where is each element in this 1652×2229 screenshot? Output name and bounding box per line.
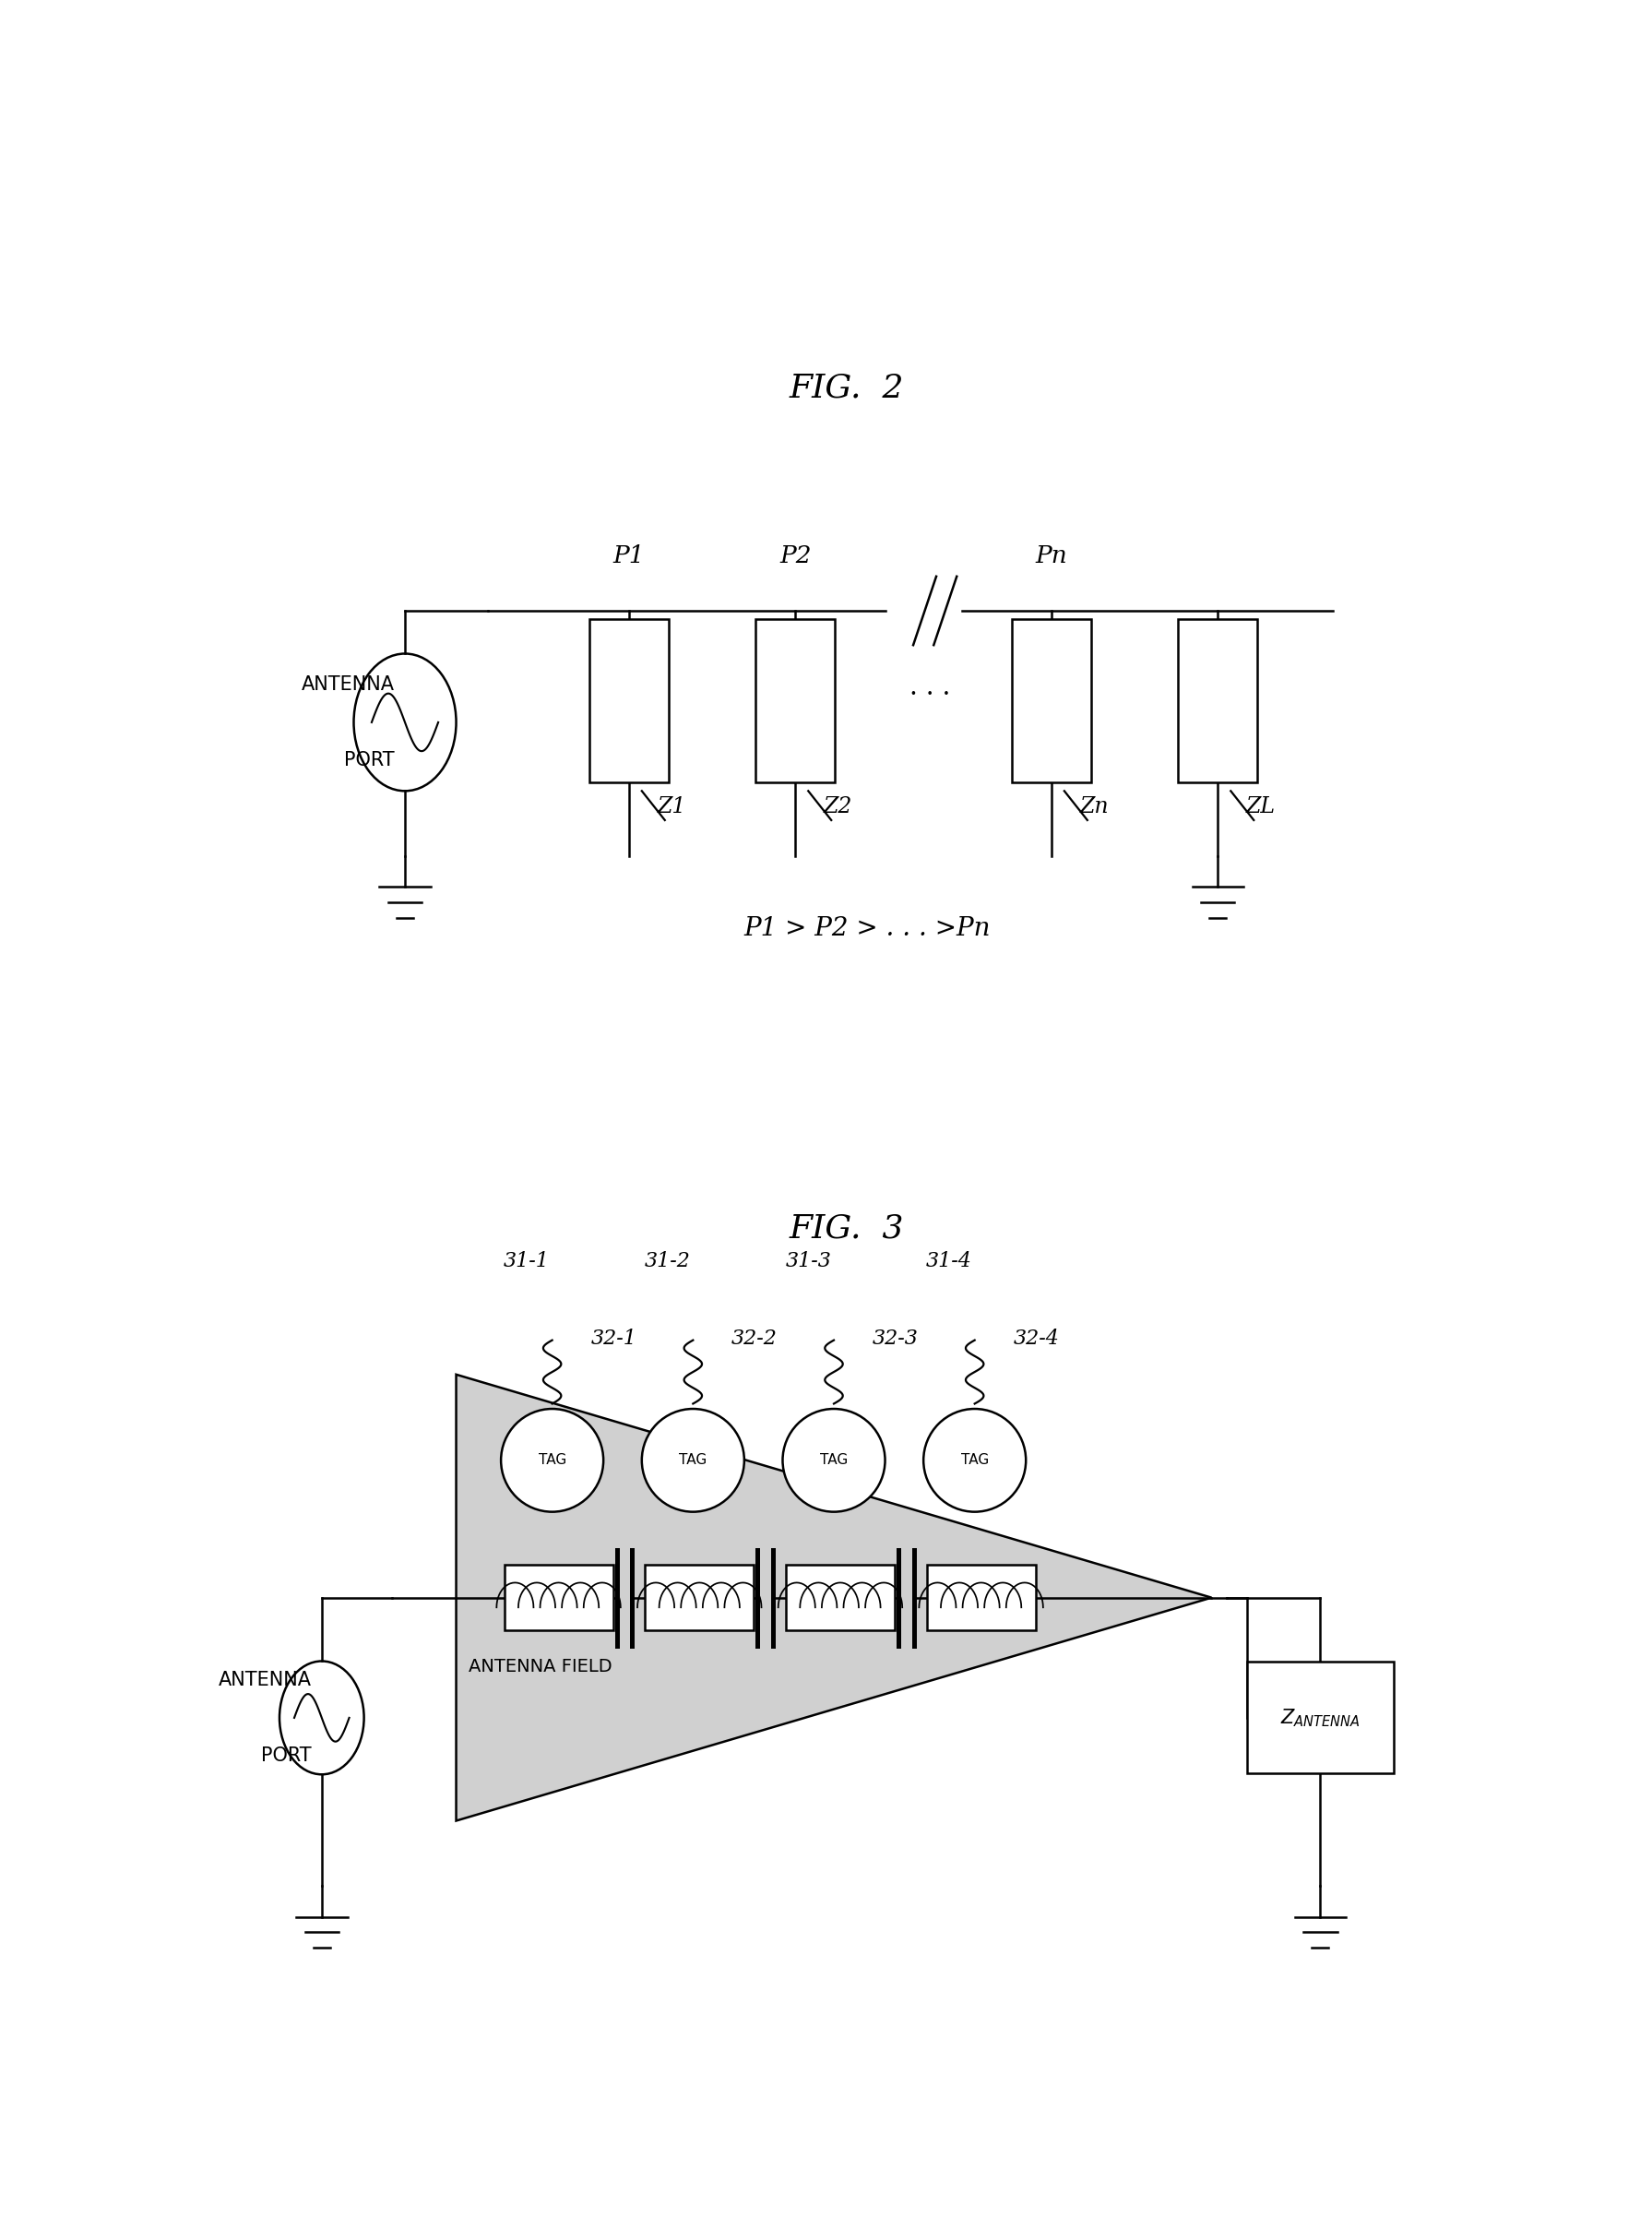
Text: ANTENNA: ANTENNA	[218, 1672, 312, 1690]
Ellipse shape	[643, 1409, 743, 1511]
Text: ANTENNA FIELD: ANTENNA FIELD	[469, 1658, 613, 1674]
Text: Z2: Z2	[824, 796, 852, 818]
Text: P2: P2	[780, 544, 811, 568]
Bar	[1178, 620, 1257, 782]
Text: PORT: PORT	[261, 1745, 312, 1765]
Text: ZL: ZL	[1246, 796, 1275, 818]
Bar	[504, 1565, 613, 1629]
Bar	[755, 620, 836, 782]
Text: Z1: Z1	[657, 796, 686, 818]
Ellipse shape	[783, 1409, 885, 1511]
Text: 32-1: 32-1	[591, 1328, 636, 1349]
Ellipse shape	[923, 1409, 1026, 1511]
Bar	[644, 1565, 753, 1629]
Text: TAG: TAG	[539, 1453, 567, 1467]
Text: FIG.  3: FIG. 3	[790, 1213, 904, 1244]
Text: FIG.  2: FIG. 2	[790, 372, 904, 403]
Bar	[786, 1565, 895, 1629]
Ellipse shape	[501, 1409, 603, 1511]
Text: PORT: PORT	[344, 751, 395, 769]
Text: P1: P1	[613, 544, 644, 568]
Bar	[1011, 620, 1092, 782]
Text: 31-3: 31-3	[785, 1250, 831, 1271]
Text: P1 > P2 > . . . >Pn: P1 > P2 > . . . >Pn	[743, 916, 991, 941]
Text: 31-1: 31-1	[504, 1250, 550, 1271]
Text: 31-2: 31-2	[644, 1250, 691, 1271]
Polygon shape	[456, 1375, 1211, 1821]
Text: 32-2: 32-2	[732, 1328, 778, 1349]
Text: $Z_{ANTENNA}$: $Z_{ANTENNA}$	[1280, 1707, 1360, 1730]
Text: TAG: TAG	[961, 1453, 988, 1467]
Text: 32-3: 32-3	[872, 1328, 919, 1349]
Text: Pn: Pn	[1036, 544, 1067, 568]
Text: . . .: . . .	[909, 675, 950, 700]
Text: TAG: TAG	[819, 1453, 847, 1467]
Bar	[1247, 1663, 1394, 1774]
Bar	[590, 620, 669, 782]
Text: 31-4: 31-4	[927, 1250, 971, 1271]
Text: TAG: TAG	[679, 1453, 707, 1467]
Text: ANTENNA: ANTENNA	[302, 675, 395, 693]
Text: 32-4: 32-4	[1013, 1328, 1059, 1349]
Text: Zn: Zn	[1080, 796, 1108, 818]
Bar	[927, 1565, 1036, 1629]
